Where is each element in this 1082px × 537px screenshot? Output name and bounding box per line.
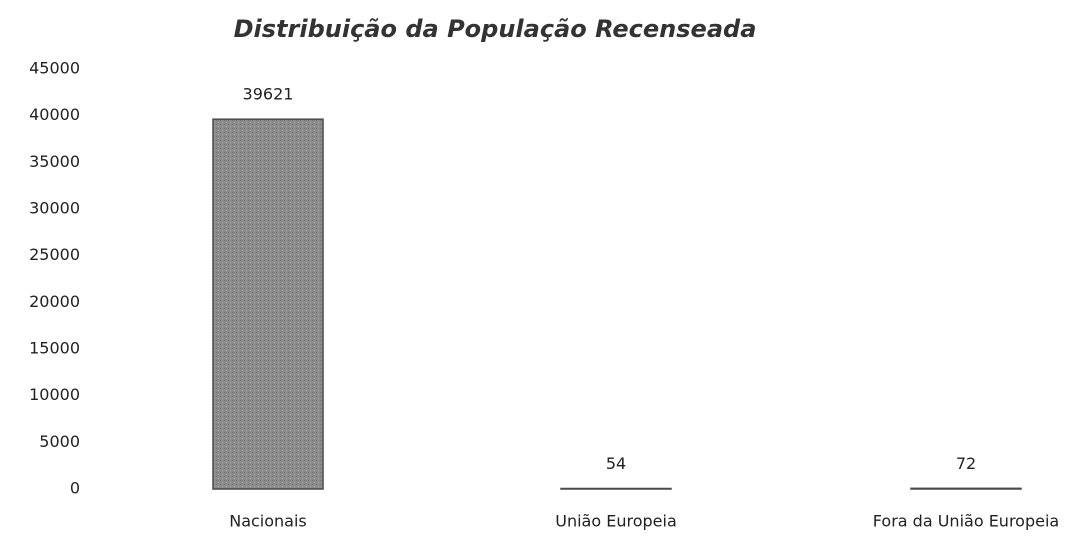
y-tick-label: 25000	[29, 245, 80, 264]
y-tick-label: 0	[70, 479, 80, 498]
x-tick-label: Fora da União Europeia	[873, 512, 1059, 531]
x-tick-label: União Europeia	[555, 512, 677, 531]
x-tick-label: Nacionais	[229, 512, 307, 531]
y-tick-label: 5000	[39, 432, 80, 451]
bar	[212, 118, 324, 490]
y-tick-label: 15000	[29, 339, 80, 358]
value-label: 54	[606, 454, 626, 473]
y-tick-label: 30000	[29, 199, 80, 218]
y-tick-label: 40000	[29, 105, 80, 124]
value-label: 72	[956, 454, 976, 473]
y-tick-label: 20000	[29, 292, 80, 311]
bar	[560, 487, 672, 490]
value-label: 39621	[243, 85, 294, 104]
bar	[910, 487, 1022, 490]
y-tick-label: 35000	[29, 152, 80, 171]
y-tick-label: 10000	[29, 385, 80, 404]
y-tick-label: 45000	[29, 59, 80, 78]
chart-title: Distribuição da População Recenseada	[234, 15, 757, 43]
